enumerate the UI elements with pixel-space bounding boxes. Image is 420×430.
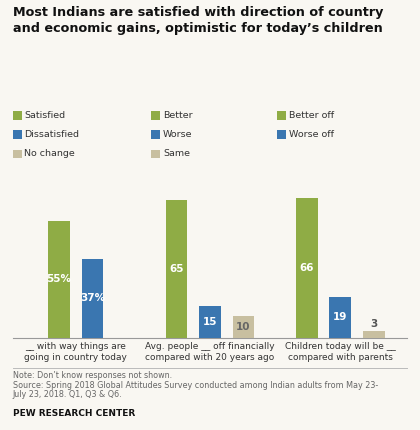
- Text: 15: 15: [203, 316, 217, 327]
- Text: 65: 65: [169, 264, 184, 273]
- Text: Dissatisfied: Dissatisfied: [24, 130, 79, 139]
- Bar: [165, 200, 187, 338]
- Text: Worse: Worse: [163, 130, 192, 139]
- Text: 19: 19: [333, 313, 347, 322]
- Text: Better: Better: [163, 111, 193, 120]
- Text: Worse off: Worse off: [289, 130, 334, 139]
- Bar: [233, 316, 255, 338]
- Text: Children today will be __
compared with parents: Children today will be __ compared with …: [285, 342, 396, 362]
- Text: PEW RESEARCH CENTER: PEW RESEARCH CENTER: [13, 409, 135, 418]
- Text: July 23, 2018. Q1, Q3 & Q6.: July 23, 2018. Q1, Q3 & Q6.: [13, 390, 122, 399]
- Bar: [363, 331, 385, 338]
- Text: Most Indians are satisfied with direction of country
and economic gains, optimis: Most Indians are satisfied with directio…: [13, 6, 383, 35]
- Text: __ with way things are
going in country today: __ with way things are going in country …: [24, 342, 127, 362]
- Text: Source: Spring 2018 Global Attitudes Survey conducted among Indian adults from M: Source: Spring 2018 Global Attitudes Sur…: [13, 381, 378, 390]
- Text: 37%: 37%: [80, 293, 105, 303]
- Bar: [329, 297, 351, 338]
- Bar: [81, 259, 103, 338]
- Text: Note: Don’t know responses not shown.: Note: Don’t know responses not shown.: [13, 371, 172, 380]
- Text: No change: No change: [24, 150, 75, 158]
- Text: 55%: 55%: [47, 274, 71, 284]
- Text: Better off: Better off: [289, 111, 334, 120]
- Text: Same: Same: [163, 150, 190, 158]
- Bar: [199, 306, 221, 338]
- Bar: [48, 221, 70, 338]
- Text: Satisfied: Satisfied: [24, 111, 66, 120]
- Text: 10: 10: [236, 322, 251, 332]
- Bar: [296, 197, 318, 338]
- Text: Avg. people __ off financially
compared with 20 years ago: Avg. people __ off financially compared …: [145, 342, 275, 362]
- Text: 3: 3: [370, 319, 378, 329]
- Text: 66: 66: [299, 263, 314, 273]
